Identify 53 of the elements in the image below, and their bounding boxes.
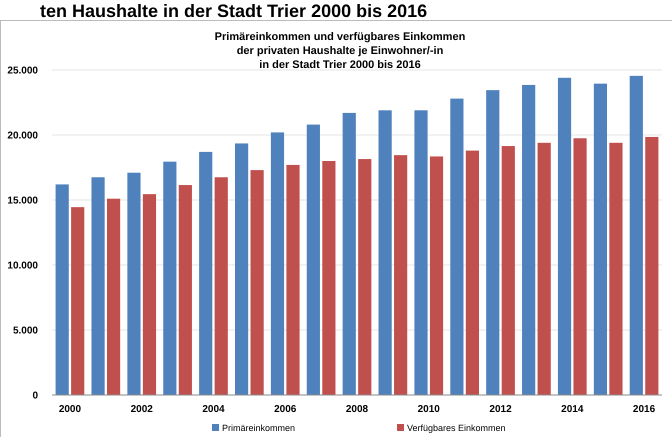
bar [430, 156, 444, 395]
y-tick-label: 0 [32, 390, 38, 402]
bar [378, 110, 392, 395]
x-tick-label: 2016 [632, 404, 656, 415]
bar [609, 142, 623, 395]
bar [522, 84, 536, 395]
chart-title: Primäreinkommen und verfügbares Einkommen der privaten Haushalte je Einwohner/-in in der Stadt Trier 2000 bis 2016 [214, 31, 466, 71]
bar [573, 138, 587, 395]
bar [127, 172, 141, 395]
x-tick-label: 2002 [130, 404, 154, 415]
x-tick-label: 2006 [274, 404, 297, 415]
bar [178, 185, 192, 395]
y-tick-label: 20.000 [7, 130, 38, 142]
bar [486, 90, 500, 395]
bar [594, 84, 608, 395]
bar [163, 162, 176, 395]
legend-label: Verfügbares Einkommen [407, 423, 506, 433]
bar [71, 207, 84, 395]
bar [558, 78, 572, 395]
bar [414, 110, 428, 395]
bar [394, 155, 408, 395]
x-tick-label: 2008 [346, 404, 369, 415]
y-tick-label: 25.000 [7, 66, 38, 76]
bar [358, 159, 372, 395]
bar [91, 177, 105, 395]
y-tick-label: 10.000 [7, 260, 38, 272]
bar [450, 98, 464, 395]
bar [538, 142, 551, 395]
x-tick-label: 2014 [561, 404, 584, 415]
x-tick-label: 2012 [489, 404, 512, 415]
y-tick-label: 5.000 [12, 326, 38, 336]
bar [56, 184, 69, 395]
x-tick-label: 2000 [58, 404, 82, 415]
bar [322, 161, 336, 395]
y-tick-label: 15.000 [7, 196, 38, 206]
bar [142, 194, 156, 395]
x-tick-label: 2004 [202, 404, 226, 415]
bar [214, 177, 228, 395]
bar [106, 198, 120, 395]
legend-label: Primäreinkommen [222, 423, 296, 433]
bar [199, 152, 212, 395]
bar [235, 143, 248, 395]
bar [270, 132, 284, 395]
bar [250, 170, 264, 395]
bar [342, 112, 356, 395]
bar [645, 136, 658, 395]
text: ten Haushalte in der Stadt Trier 2000 bis 2016 [40, 1, 428, 21]
bar [466, 150, 479, 395]
bar [306, 124, 320, 395]
bar [286, 164, 300, 395]
x-tick-label: 2010 [418, 404, 440, 415]
bar [502, 146, 515, 395]
bar [630, 76, 643, 395]
